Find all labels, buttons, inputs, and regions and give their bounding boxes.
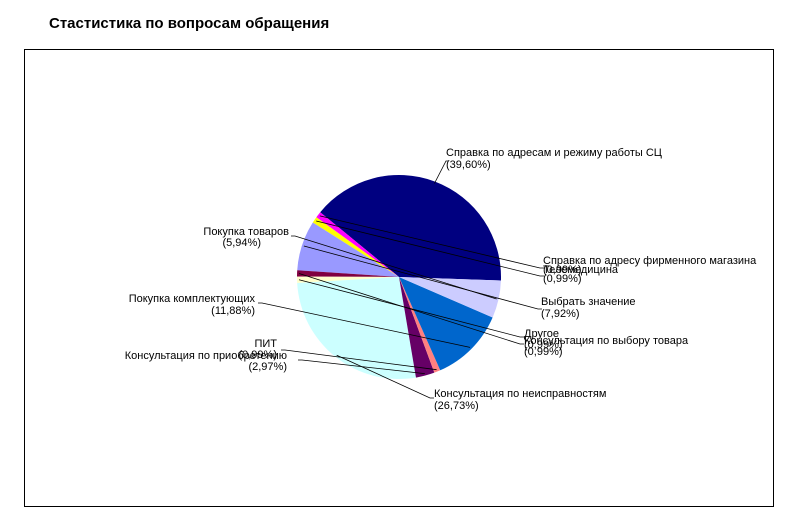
chart-frame (24, 49, 774, 507)
leader-line-6 (298, 279, 524, 338)
leader-line-8 (298, 359, 425, 374)
slice-percent-4: (7,92%) (541, 308, 580, 320)
slice-label-11: Покупка товаров (203, 226, 289, 238)
slice-label-4: Выбрать значение (541, 296, 636, 308)
slice-label-5: Консультация по выбору товара (524, 335, 689, 347)
slice-label-2: Справка по адресу фирменного магазина (543, 255, 757, 267)
leader-line-3 (316, 220, 544, 277)
pie-slices (296, 174, 502, 380)
slice-percent-11: (5,94%) (222, 237, 261, 249)
slice-percent-5: (0,99%) (524, 346, 563, 358)
slice-percent-6: (0,99%) (524, 339, 563, 351)
slice-label-9: ПИТ (254, 338, 277, 350)
pie-slice-4 (297, 222, 399, 277)
slice-label-10: Покупка комплектующих (129, 293, 256, 305)
slice-label-7: Консультация по неисправностям (434, 388, 606, 400)
slice-percent-2: (0,99%) (543, 264, 582, 276)
leader-line-11 (291, 235, 497, 300)
slice-percent-1: (39,60%) (446, 159, 491, 171)
slice-percent-9: (0,99%) (238, 349, 277, 361)
chart-title: Стастистика по вопросам обращения (49, 15, 330, 32)
leader-lines (258, 160, 544, 399)
leader-line-7 (336, 354, 434, 399)
slice-label-3: Телемедицина (543, 264, 619, 276)
pie-slice-11 (399, 277, 501, 318)
slice-label-1: Справка по адресам и режиму работы СЦ (446, 147, 662, 159)
pie-slice-1 (320, 174, 502, 281)
slice-labels: Справка по адресам и режиму работы СЦ(39… (125, 147, 757, 412)
leader-line-2 (319, 215, 544, 269)
leader-line-4 (303, 245, 542, 310)
slice-percent-3: (0,99%) (543, 273, 582, 285)
slice-percent-10: (11,88%) (211, 305, 255, 317)
pie-slice-2 (316, 212, 399, 277)
pie-slice-5 (297, 270, 399, 277)
leader-line-10 (258, 302, 471, 348)
slice-label-8: Консультация по приобретению (125, 350, 287, 362)
pie-slice-7 (297, 277, 416, 380)
leader-line-9 (281, 349, 437, 371)
pie-slice-8 (399, 277, 435, 378)
slice-percent-7: (26,73%) (434, 400, 479, 412)
pie-slice-9 (399, 277, 441, 373)
leader-line-1 (434, 160, 448, 184)
slice-label-6: Другое (524, 328, 559, 340)
slice-percent-8: (2,97%) (248, 361, 287, 373)
leader-line-5 (298, 273, 524, 345)
